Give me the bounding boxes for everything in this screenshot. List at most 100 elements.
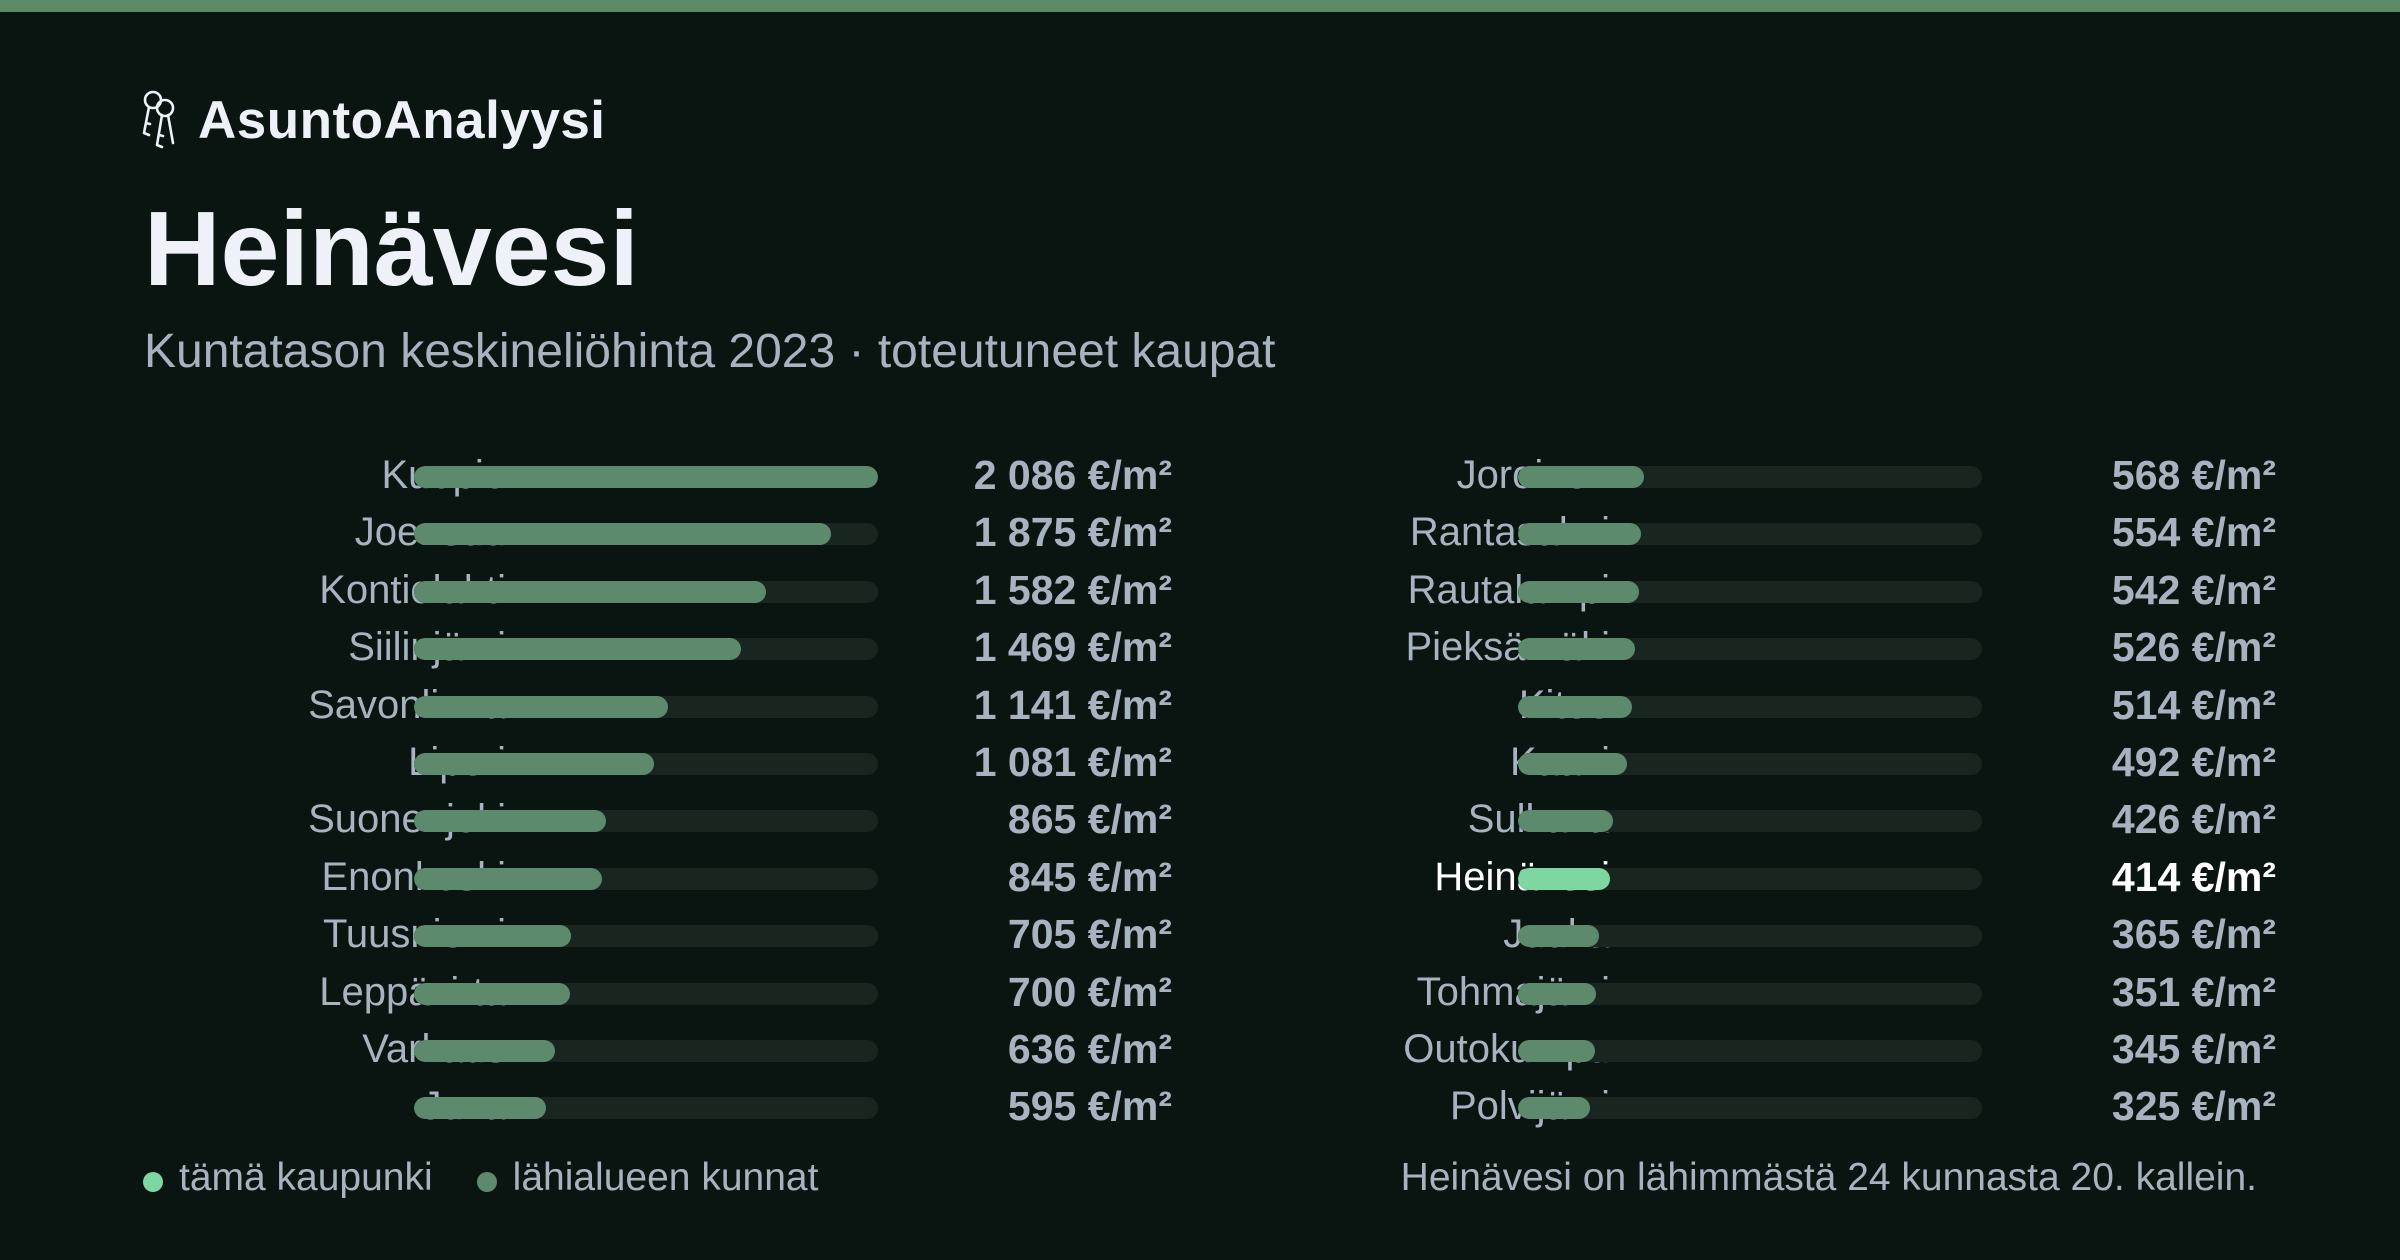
bar-track: [1518, 982, 1982, 1005]
legend-label-this-city: tämä kaupunki: [179, 1156, 433, 1199]
bar-row: Outokumpu 345 €/m²: [1224, 1021, 2284, 1078]
bar-track: [1518, 867, 1982, 890]
bar-track: [414, 867, 878, 890]
bar-track: [414, 982, 878, 1005]
bar: [414, 982, 570, 1005]
bar-row: Tohmajärvi 351 €/m²: [1224, 964, 2284, 1021]
bar-track: [414, 523, 878, 546]
bar-row: Liperi1 081 €/m²: [120, 734, 1180, 791]
bar: [1518, 695, 1633, 718]
bar-track: [1518, 695, 1982, 718]
page-title: Heinävesi: [144, 190, 639, 308]
bar-track: [414, 638, 878, 661]
bar-row: Pieksämäki 526 €/m²: [1224, 619, 2284, 676]
bar-track: [1518, 810, 1982, 833]
bar-track: [414, 752, 878, 775]
value-label: 365 €/m²: [2111, 911, 2276, 958]
legend-item-nearby: lähialueen kunnat: [476, 1156, 819, 1200]
bar-row: Joroinen568 €/m²: [1224, 447, 2284, 504]
value-label: 351 €/m²: [2111, 968, 2276, 1015]
bar-row: Polvijärvi325 €/m²: [1224, 1078, 2284, 1135]
value-label: 845 €/m²: [1007, 853, 1172, 900]
bar: [1518, 638, 1635, 661]
bar-track: [414, 1039, 878, 1062]
value-label: 1 141 €/m²: [973, 681, 1172, 728]
bar-track: [1518, 638, 1982, 661]
value-label: 568 €/m²: [2111, 452, 2276, 498]
value-label: 414 €/m²: [2111, 853, 2276, 900]
bar-track: [1518, 466, 1982, 488]
top-accent-bar: [0, 0, 2400, 12]
bar-track: [414, 925, 878, 948]
bar-track: [1518, 925, 1982, 948]
brand-name: AsuntoAnalyysi: [198, 90, 606, 150]
value-label: 542 €/m²: [2111, 566, 2276, 613]
bar-row: Savonlinna 1 141 €/m²: [120, 677, 1180, 734]
bar: [414, 867, 602, 890]
bar: [414, 810, 607, 833]
bar: [414, 580, 766, 603]
legend: tämä kaupunki lähialueen kunnat: [143, 1150, 862, 1206]
bar-row: Sulkava426 €/m²: [1224, 791, 2284, 848]
value-label: 492 €/m²: [2111, 738, 2276, 785]
bar-row: Suonenjoki 865 €/m²: [120, 791, 1180, 848]
value-label: 1 875 €/m²: [973, 509, 1172, 556]
rank-footnote: Heinävesi on lähimmästä 24 kunnasta 20. …: [1400, 1156, 2257, 1199]
bar: [1518, 523, 1642, 546]
value-label: 1 469 €/m²: [973, 624, 1172, 671]
bar-row: Siilinjärvi1 469 €/m²: [120, 619, 1180, 676]
bar-row: Joensuu1 875 €/m²: [120, 504, 1180, 561]
value-label: 554 €/m²: [2111, 509, 2276, 556]
bar: [414, 752, 655, 775]
bar-row: Kuopio2 086 €/m²: [120, 447, 1180, 504]
bar: [1518, 1097, 1591, 1120]
bar: [414, 1039, 556, 1062]
value-label: 705 €/m²: [1007, 911, 1172, 958]
value-label: 865 €/m²: [1007, 796, 1172, 843]
brand: AsuntoAnalyysi: [140, 88, 606, 152]
legend-label-nearby: lähialueen kunnat: [512, 1156, 819, 1199]
bar-track: [1518, 1097, 1982, 1120]
bar-row: Juuka365 €/m²: [1224, 906, 2284, 963]
bar: [1518, 752, 1628, 775]
bar-column-left: Kuopio2 086 €/m²Joensuu1 875 €/m²Kontiol…: [120, 447, 1180, 1136]
bar-track: [1518, 1039, 1982, 1062]
value-label: 2 086 €/m²: [973, 452, 1172, 498]
bar-row: Kaavi492 €/m²: [1224, 734, 2284, 791]
bar-row: Juva595 €/m²: [120, 1078, 1180, 1135]
bar-row: Rantasalmi 554 €/m²: [1224, 504, 2284, 561]
bar-row: Kontiolahti 1 582 €/m²: [120, 562, 1180, 619]
bar: [414, 925, 571, 948]
value-label: 1 081 €/m²: [973, 738, 1172, 785]
legend-dot-highlight: [143, 1172, 163, 1192]
bar-row: Tuusniemi705 €/m²: [120, 906, 1180, 963]
bar-track: [1518, 523, 1982, 546]
bar: [414, 523, 832, 546]
bar-row: Varkaus636 €/m²: [120, 1021, 1180, 1078]
bar-track: [1518, 752, 1982, 775]
value-label: 345 €/m²: [2111, 1025, 2276, 1072]
bar: [1518, 580, 1639, 603]
bar-track: [414, 466, 878, 488]
bar: [1518, 982, 1597, 1005]
bar: [1518, 810, 1613, 833]
value-label: 325 €/m²: [2111, 1083, 2276, 1130]
keys-icon: [142, 90, 175, 149]
bar: [1518, 466, 1645, 488]
bar-track: [414, 810, 878, 833]
bar-track: [1518, 580, 1982, 603]
bar: [414, 1097, 547, 1120]
bar-track: [414, 1097, 878, 1120]
legend-dot-nearby: [476, 1172, 497, 1192]
bar: [1518, 1039, 1595, 1062]
bar: [414, 638, 741, 661]
bar-row: Rautalampi 542 €/m²: [1224, 562, 2284, 619]
value-label: 514 €/m²: [2111, 681, 2276, 728]
value-label: 526 €/m²: [2111, 624, 2276, 671]
bar-row: Leppävirta 700 €/m²: [120, 964, 1180, 1021]
value-label: 636 €/m²: [1007, 1025, 1172, 1072]
bar-row: Enonkoski845 €/m²: [120, 849, 1180, 906]
value-label: 700 €/m²: [1007, 968, 1172, 1015]
bar: [414, 695, 668, 718]
